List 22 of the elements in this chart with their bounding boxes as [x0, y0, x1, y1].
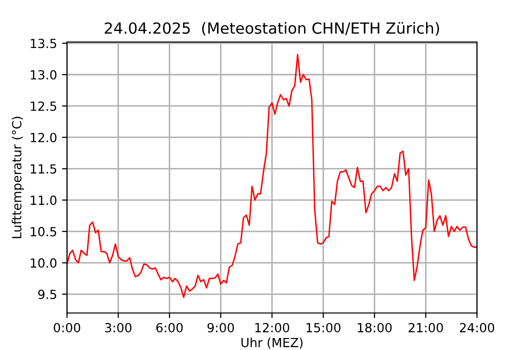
- line-series: [67, 54, 477, 298]
- y-tick-label: 9.5: [38, 290, 56, 300]
- x-tick-label: 6:00: [156, 322, 183, 332]
- y-axis-title: Lufttemperatur (°C): [12, 116, 24, 238]
- y-tick-label: 12.0: [30, 132, 56, 142]
- y-tick-label: 10.0: [30, 258, 56, 268]
- x-tick-label: 15:00: [306, 322, 340, 332]
- x-tick-label: 21:00: [408, 322, 443, 332]
- y-tick-label: 11.0: [30, 196, 56, 206]
- x-tick-label: 3:00: [105, 322, 132, 332]
- y-tick-label: 13.5: [30, 38, 56, 48]
- x-tick-label: 18:00: [358, 322, 392, 332]
- chart-title: 24.04.2025 (Meteostation CHN/ETH Zürich): [104, 22, 440, 36]
- x-tick-label: 9:00: [208, 322, 234, 332]
- x-axis-title: Uhr (MEZ): [241, 338, 303, 349]
- y-tick-label: 12.5: [30, 101, 56, 111]
- y-tick-label: 11.5: [30, 164, 56, 174]
- y-tick-label: 10.5: [30, 226, 56, 236]
- x-tick-label: 0:00: [54, 322, 80, 332]
- x-tick-label: 24:00: [460, 322, 494, 332]
- x-tick-label: 12:00: [255, 322, 290, 332]
- y-tick-label: 13.0: [30, 70, 56, 80]
